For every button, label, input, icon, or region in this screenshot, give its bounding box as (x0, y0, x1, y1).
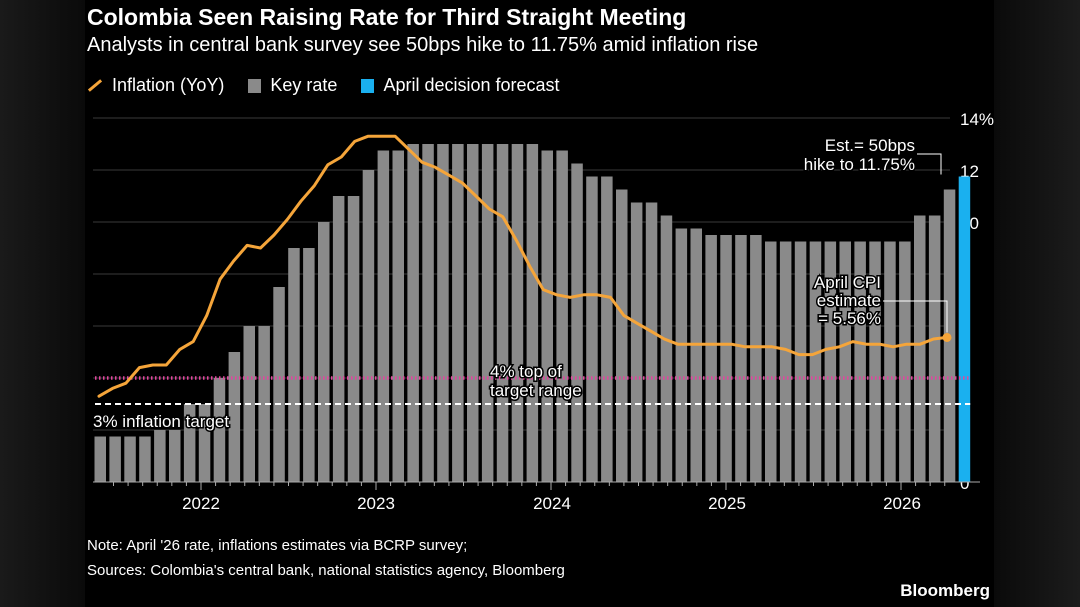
key-rate-bar (347, 196, 360, 482)
key-rate-bar (690, 228, 702, 482)
chart-title: Colombia Seen Raising Rate for Third Str… (87, 4, 687, 30)
key-rate-bar (914, 215, 926, 482)
legend-label-forecast: April decision forecast (383, 75, 560, 95)
left-blurred-background (0, 0, 85, 607)
legend-box-swatch (248, 78, 262, 93)
key-rate-bar (332, 196, 345, 482)
forecast-annotation-line2: hike to 11.75% (804, 155, 915, 174)
key-rate-bar (660, 215, 673, 482)
key-rate-bar (541, 150, 553, 482)
key-rate-bar (794, 241, 807, 482)
forecast-leader-line (917, 153, 942, 175)
key-rate-bar (496, 144, 509, 482)
key-rate-bar (198, 404, 211, 482)
key-rate-bar (467, 144, 479, 482)
key-rate-bar (169, 430, 181, 482)
key-rate-bar (750, 235, 762, 482)
key-rate-bar (362, 170, 375, 482)
key-rate-bar (407, 144, 419, 482)
footnote-sources: Sources: Colombia's central bank, nation… (87, 562, 565, 579)
legend-item-key-rate: Key rate (248, 75, 337, 96)
cpi-annotation-line1: April CPI (814, 273, 881, 292)
key-rate-bar (422, 144, 434, 482)
key-rate-bar (735, 235, 747, 482)
legend-item-forecast: April decision forecast (361, 75, 560, 96)
key-rate-bar (809, 241, 822, 482)
footnote-note: Note: April '26 rate, inflations estimat… (87, 537, 468, 554)
key-rate-bar (318, 222, 330, 482)
chart-subtitle: Analysts in central bank survey see 50bp… (87, 34, 759, 56)
key-rate-bar (109, 436, 121, 482)
cpi-leader-line (883, 300, 948, 333)
key-rate-bar (139, 436, 151, 482)
key-rate-bar (556, 150, 568, 482)
key-rate-bar (228, 352, 241, 482)
key-rate-bar (824, 241, 837, 482)
inflation-target-label: 3% inflation target (93, 412, 229, 431)
chart-card: Colombia Seen Raising Rate for Third Str… (85, 0, 994, 607)
x-tick-label: 2024 (533, 494, 571, 513)
key-rate-bar (869, 241, 881, 482)
cpi-annotation-line3: = 5.56% (818, 309, 881, 328)
key-rate-bar (377, 150, 390, 482)
key-rate-bar (601, 176, 613, 482)
key-rate-bar (526, 144, 539, 482)
key-rate-bar (630, 202, 643, 482)
key-rate-bar (303, 248, 315, 482)
key-rate-bar (124, 436, 136, 482)
legend-box-swatch (361, 78, 375, 93)
key-rate-bar (705, 235, 717, 482)
key-rate-bar (854, 241, 866, 482)
y-tick-label: 14% (960, 110, 994, 129)
key-rate-bar (899, 241, 911, 482)
key-rate-bar (213, 378, 226, 482)
key-rate-bar (452, 144, 464, 482)
target-range-label-line2: target range (490, 381, 582, 400)
key-rate-bar (511, 144, 524, 482)
forecast-annotation-line1: Est.= 50bps (825, 136, 915, 155)
target-range-label-line1: 4% top of (490, 362, 562, 381)
cpi-annotation-line2: estimate (817, 291, 881, 310)
key-rate-bar (183, 404, 196, 482)
key-rate-bar (94, 436, 106, 482)
x-tick-label: 2026 (883, 494, 921, 513)
key-rate-bar (779, 241, 792, 482)
inflation-latest-point (942, 332, 952, 342)
legend-item-inflation: Inflation (YoY) (87, 75, 224, 96)
chart-plot: 14%12108642020222023202420252026Est.= 50… (92, 110, 995, 513)
key-rate-bar (839, 241, 851, 482)
x-tick-label: 2022 (182, 494, 220, 513)
x-tick-label: 2025 (708, 494, 746, 513)
key-rate-bar (392, 150, 404, 482)
key-rate-bar (481, 144, 494, 482)
inflation-line (97, 134, 949, 398)
key-rate-bar (765, 241, 777, 482)
key-rate-bar (273, 287, 285, 482)
legend-label-key-rate: Key rate (270, 75, 338, 95)
key-rate-bar (645, 202, 658, 482)
key-rate-bar (884, 241, 896, 482)
right-blurred-background (994, 0, 1080, 607)
key-rate-bar (288, 248, 300, 482)
y-tick-label: 0 (960, 474, 969, 493)
key-rate-bar (928, 215, 941, 482)
forecast-bar (958, 176, 971, 482)
key-rate-bar (616, 189, 628, 482)
key-rate-bar (675, 228, 688, 482)
key-rate-bar (154, 430, 166, 482)
key-rate-bar (571, 163, 583, 482)
legend-label-inflation: Inflation (YoY) (112, 75, 225, 95)
legend: Inflation (YoY) Key rate April decision … (87, 75, 584, 96)
key-rate-bar (586, 176, 598, 482)
key-rate-bar (258, 326, 270, 482)
key-rate-bar (437, 144, 449, 482)
y-tick-label: 12 (960, 162, 979, 181)
x-tick-label: 2023 (357, 494, 395, 513)
key-rate-bar (720, 235, 732, 482)
bloomberg-logo: Bloomberg (900, 581, 990, 600)
